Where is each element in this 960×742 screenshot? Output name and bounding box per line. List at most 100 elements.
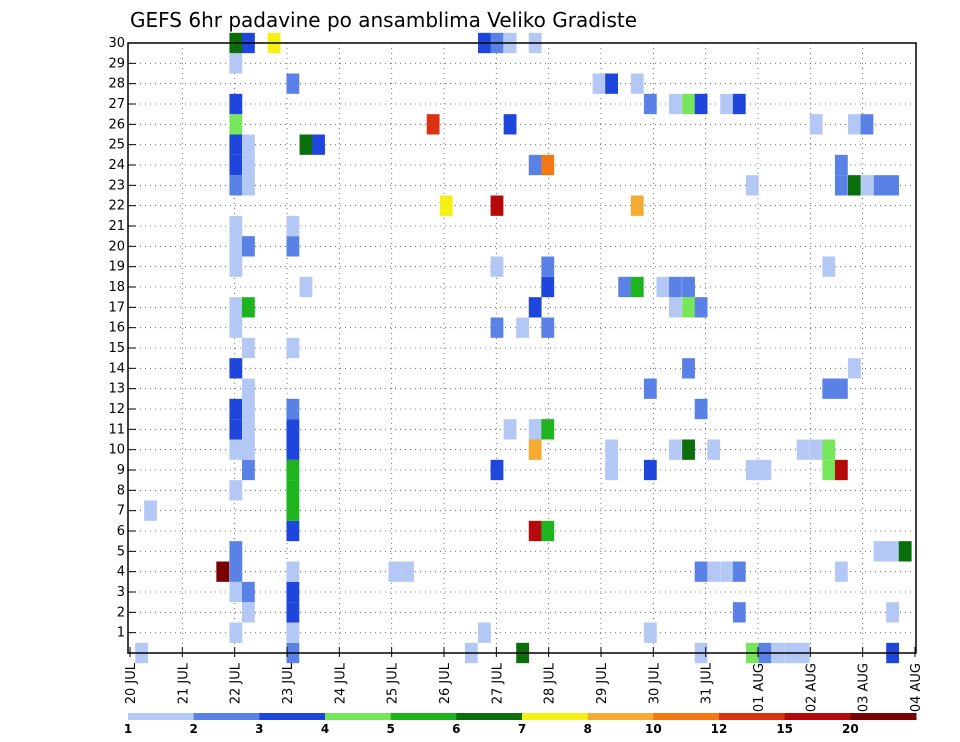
colorbar-segment xyxy=(784,713,851,720)
data-cell xyxy=(241,337,255,359)
data-cell xyxy=(682,297,695,318)
data-cell xyxy=(229,419,243,440)
data-cell xyxy=(822,256,836,277)
data-cell xyxy=(541,419,555,440)
data-cell xyxy=(229,561,243,582)
data-cell xyxy=(286,73,300,94)
data-cell xyxy=(669,93,682,115)
y-tick-label: 16 xyxy=(108,321,125,336)
data-cell xyxy=(401,561,414,582)
data-cell xyxy=(503,114,517,135)
data-cell xyxy=(241,134,255,155)
data-cell xyxy=(707,561,721,582)
data-cell xyxy=(605,459,619,481)
data-cell xyxy=(241,459,255,481)
y-tick-label: 29 xyxy=(108,56,125,71)
y-tick-label: 21 xyxy=(108,219,125,234)
data-cell xyxy=(229,398,243,420)
grid-lines xyxy=(130,42,915,653)
colorbar-label: 10 xyxy=(645,722,662,736)
data-cell xyxy=(528,419,542,440)
data-cell xyxy=(299,276,313,298)
data-cell xyxy=(732,561,746,582)
data-cell xyxy=(528,439,542,460)
x-tick-label: 30 JUL xyxy=(647,662,662,704)
data-cell xyxy=(286,215,300,237)
data-cell xyxy=(822,439,836,460)
colorbar-label: 12 xyxy=(711,722,728,736)
data-cell xyxy=(732,93,746,115)
data-cell xyxy=(541,154,555,176)
data-cell xyxy=(286,581,300,603)
data-cell xyxy=(643,93,657,115)
colorbar-label: 8 xyxy=(583,722,591,736)
data-cell xyxy=(848,358,861,379)
y-tick-label: 15 xyxy=(108,341,125,356)
data-cell xyxy=(682,276,695,298)
x-tick-label: 23 JUL xyxy=(281,662,296,704)
data-cell xyxy=(426,114,440,135)
x-tick-label: 20 JUL xyxy=(124,662,139,704)
data-cell xyxy=(669,439,682,460)
colorbar-segment xyxy=(456,713,523,720)
data-cell xyxy=(822,459,836,481)
data-cell xyxy=(630,195,644,216)
data-cell xyxy=(822,378,836,399)
data-cell xyxy=(707,439,721,460)
data-cell xyxy=(490,256,504,277)
data-cell xyxy=(241,439,255,460)
y-tick-label: 27 xyxy=(108,97,125,112)
colorbar-segment xyxy=(587,713,654,720)
y-tick-label: 13 xyxy=(108,382,125,397)
colorbar-label: 3 xyxy=(255,722,263,736)
data-cell xyxy=(241,236,255,257)
colorbar-segment xyxy=(325,713,392,720)
colorbar-segment xyxy=(850,713,917,720)
data-cell xyxy=(834,561,848,582)
data-cell xyxy=(229,297,243,318)
y-tick-label: 22 xyxy=(108,199,125,214)
data-cell xyxy=(229,236,243,257)
data-cell xyxy=(229,581,243,603)
y-tick-label: 24 xyxy=(108,158,125,173)
data-cell xyxy=(503,419,517,440)
data-cell xyxy=(388,561,402,582)
data-cell xyxy=(694,398,708,420)
data-cell xyxy=(528,297,542,318)
data-cell xyxy=(229,622,243,643)
data-cell xyxy=(643,378,657,399)
y-tick-label: 12 xyxy=(108,402,125,417)
data-cell xyxy=(528,520,542,542)
colorbar-label: 20 xyxy=(842,722,859,736)
y-tick-label: 4 xyxy=(117,565,125,580)
y-tick-label: 5 xyxy=(117,544,125,559)
y-tick-label: 18 xyxy=(108,280,125,295)
x-tick-label: 22 JUL xyxy=(229,662,244,704)
data-cell xyxy=(720,93,734,115)
data-cell xyxy=(796,439,810,460)
data-cell xyxy=(694,561,708,582)
data-cell xyxy=(898,541,912,562)
colorbar-label: 5 xyxy=(386,722,394,736)
data-cell xyxy=(286,520,300,542)
colorbar-segment xyxy=(719,713,786,720)
data-cell xyxy=(745,175,759,196)
x-tick-label: 21 JUL xyxy=(176,662,191,704)
y-tick-label: 8 xyxy=(117,483,125,498)
data-cell xyxy=(630,276,644,298)
data-cell xyxy=(809,114,823,135)
data-cell xyxy=(873,175,887,196)
colorbar-label: 1 xyxy=(124,722,132,736)
y-tick-label: 1 xyxy=(117,626,125,641)
colorbar-label: 2 xyxy=(189,722,197,736)
data-cell xyxy=(656,276,670,298)
data-cell xyxy=(541,256,555,277)
y-tick-label: 19 xyxy=(108,260,125,275)
y-tick-label: 3 xyxy=(117,585,125,600)
colorbar-segment xyxy=(259,713,326,720)
data-cell xyxy=(848,114,861,135)
data-cell xyxy=(886,175,900,196)
colorbar-segment xyxy=(390,713,457,720)
data-cell xyxy=(541,520,555,542)
data-cell xyxy=(286,561,300,582)
